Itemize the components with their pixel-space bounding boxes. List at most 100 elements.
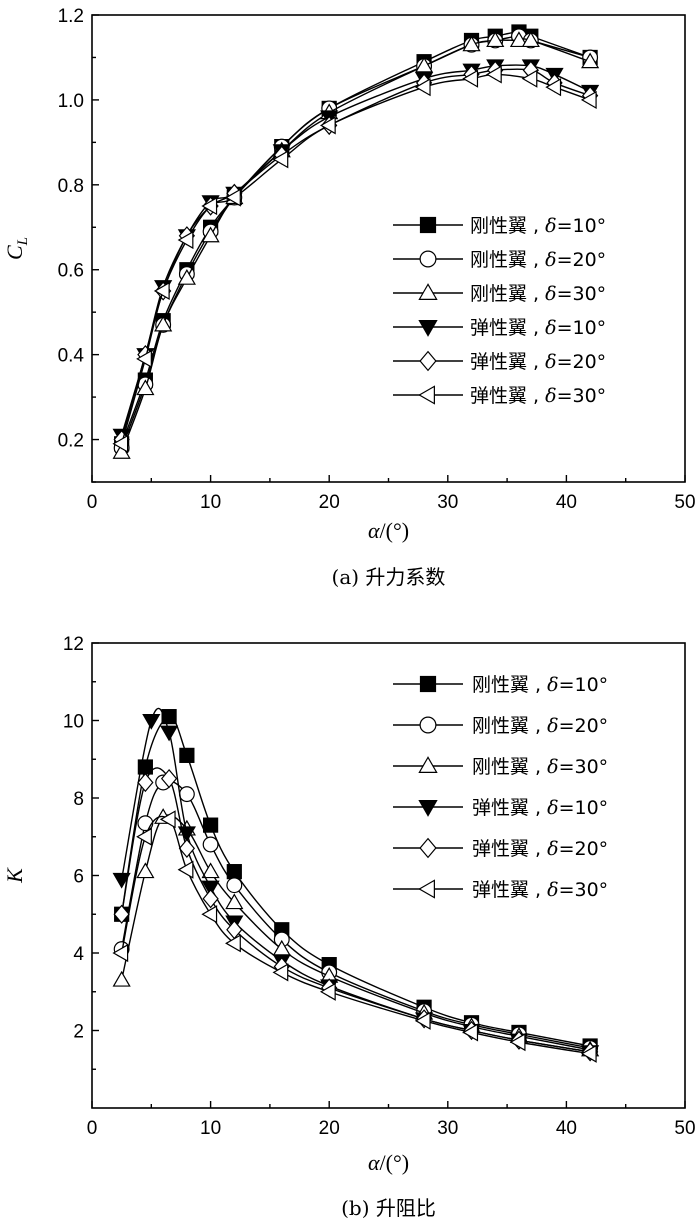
series-1-point-4: [203, 817, 219, 833]
x-tick-label: 0: [87, 492, 98, 513]
series-1-point-3: [179, 747, 195, 763]
y-tick-label: 12: [63, 634, 84, 655]
series-6-point-8: [414, 1011, 431, 1030]
series-4-point-0: [112, 872, 131, 889]
legend-marker-4-point-0: [418, 800, 438, 817]
legend-marker-1-point-0: [419, 216, 437, 234]
series-6-point-0: [112, 434, 129, 453]
series-3-point-1: [136, 379, 155, 396]
series-6-point-7: [319, 116, 336, 135]
series-3-point-10: [486, 31, 505, 48]
series-5-point-4: [202, 889, 219, 909]
legend-label-5: 弹性翼 , δ=20°: [470, 351, 606, 373]
y-tick-label: 1.0: [58, 91, 84, 112]
series-6-point-1: [136, 349, 152, 368]
series-6-point-11: [580, 1044, 597, 1063]
y-axis-title: K: [2, 867, 27, 884]
x-tick-label: 50: [674, 492, 695, 513]
legend-marker-2-point-0: [419, 716, 437, 734]
x-tick-label: 0: [87, 1118, 98, 1139]
legend-label-2: 刚性翼 , δ=20°: [470, 249, 606, 271]
legend-marker-1-point-0: [419, 675, 437, 693]
series-6-point-8: [414, 78, 431, 97]
series-6-point-6: [272, 150, 289, 169]
x-tick-label: 40: [556, 492, 577, 513]
y-tick-label: 8: [73, 789, 84, 810]
series-3-point-12: [521, 31, 540, 48]
legend-label-2: 刚性翼 , δ=20°: [472, 715, 608, 737]
x-axis-title: α/(°): [368, 518, 409, 543]
x-tick-label: 20: [319, 1118, 340, 1139]
series-5-point-3: [178, 838, 196, 859]
series-3-point-0: [112, 970, 131, 987]
y-axis-title: CL: [2, 237, 31, 260]
series-3-point-3: [177, 268, 196, 285]
x-axis-title: α/(°): [368, 1150, 409, 1175]
plot-frame: [91, 642, 686, 1109]
series-1-point-5: [226, 864, 242, 880]
series-3-point-2: [154, 315, 173, 332]
series-6-point-7: [319, 982, 336, 1001]
legend-label-1: 刚性翼 , δ=10°: [470, 215, 606, 237]
series-6-point-3: [177, 230, 194, 250]
series-4-point-1: [142, 713, 161, 730]
legend-label-4: 弹性翼 , δ=10°: [472, 797, 608, 819]
legend-label-3: 刚性翼 , δ=30°: [470, 283, 606, 305]
x-tick-label: 10: [200, 492, 221, 513]
series-3-point-11: [509, 31, 529, 48]
series-2-point-1: [137, 815, 154, 832]
legend-marker-4-point-0: [418, 320, 438, 337]
legend-entry-2: 刚性翼 , δ=20°: [393, 249, 606, 271]
legend-entry-4: 弹性翼 , δ=10°: [393, 317, 606, 339]
y-tick-label: 4: [73, 944, 84, 965]
series-3-point-4: [201, 862, 220, 879]
series-6-point-5: [225, 934, 241, 953]
legend-marker-5-point-0: [419, 350, 437, 372]
series-6-point-11: [521, 69, 538, 88]
y-tick-label: 1.2: [58, 6, 84, 27]
series-5-point-1: [137, 772, 154, 793]
legend-marker-3-point-0: [418, 756, 438, 773]
legend-label-5: 弹性翼 , δ=20°: [472, 838, 608, 860]
series-3-point-1: [136, 862, 155, 879]
legend-entry-3: 刚性翼 , δ=30°: [393, 756, 608, 778]
series-6-point-10: [509, 1033, 526, 1052]
legend-label-4: 弹性翼 , δ=10°: [470, 317, 606, 339]
y-tick-label: 10: [63, 712, 84, 733]
legend-entry-1: 刚性翼 , δ=10°: [393, 215, 606, 237]
x-tick-label: 10: [200, 1118, 221, 1139]
series-6: [112, 810, 597, 1063]
legend-entry-6: 弹性翼 , δ=30°: [393, 385, 606, 407]
legend-entry-3: 刚性翼 , δ=30°: [393, 283, 606, 305]
y-tick-label: 0.8: [58, 176, 84, 197]
series-6-point-13: [580, 90, 597, 109]
x-tick-label: 30: [437, 1118, 458, 1139]
x-tick-label: 20: [319, 492, 340, 513]
legend-marker-3-point-0: [418, 283, 438, 300]
legend-entry-5: 弹性翼 , δ=20°: [393, 350, 606, 373]
legend-marker-5-point-0: [419, 837, 437, 859]
series-4-point-4: [201, 880, 220, 897]
legend-entry-6: 弹性翼 , δ=30°: [393, 879, 608, 901]
legend-entry-2: 刚性翼 , δ=20°: [393, 715, 608, 737]
y-tick-label: 6: [73, 867, 84, 888]
series-6-point-4: [201, 196, 218, 216]
x-tick-label: 30: [437, 492, 458, 513]
series-6-point-12: [545, 78, 562, 97]
legend-label-6: 弹性翼 , δ=30°: [470, 385, 606, 407]
series-3-point-5: [225, 893, 244, 910]
series-6-point-3: [177, 860, 194, 879]
series-4-point-2: [160, 725, 179, 742]
legend-marker-2-point-0: [419, 250, 437, 268]
series-6-point-9: [462, 69, 479, 88]
figure-caption: (b) 升阻比: [341, 1196, 436, 1220]
series-6-point-1: [136, 827, 152, 846]
legend-label-1: 刚性翼 , δ=10°: [472, 674, 608, 696]
chart-lift-drag-ratio: 0 10 20 30 40 50 2 4 6 8 10 12 Kα/(°) (b) 升阻比 刚性翼 , δ=…: [2, 634, 696, 1220]
series-6-point-10: [485, 65, 502, 84]
series-2-point-3: [178, 786, 195, 803]
series-3-point-9: [462, 35, 481, 52]
series-line-2: [120, 780, 591, 1049]
legend-entry-1: 刚性翼 , δ=10°: [393, 674, 608, 696]
